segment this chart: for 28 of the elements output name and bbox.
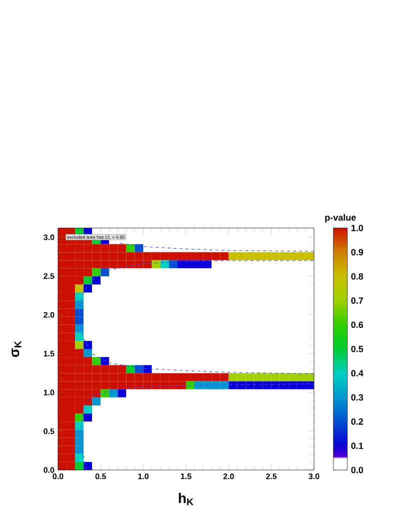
x-tick-label: 2.5 bbox=[266, 474, 277, 480]
color-bar-label: 0.0 bbox=[351, 466, 364, 474]
y-tick-label: 1.5 bbox=[44, 350, 54, 356]
y-tick-label: 2.5 bbox=[44, 273, 54, 279]
x-tick-label: 1.0 bbox=[138, 474, 149, 480]
color-bar-title: p-value bbox=[325, 214, 356, 223]
color-bar-label: 0.5 bbox=[351, 346, 364, 352]
x-tick-label: 2.0 bbox=[223, 474, 234, 480]
color-bar-label: 0.4 bbox=[351, 370, 364, 376]
y-axis-title: σ$_{K}$ bbox=[12, 341, 22, 358]
x-tick-label: 0.0 bbox=[52, 474, 64, 480]
y-tick-label: 1.0 bbox=[44, 390, 54, 396]
color-bar-label: 0.7 bbox=[351, 297, 364, 304]
color-bar-label: 0.1 bbox=[351, 442, 364, 449]
y-tick-label: 0.0 bbox=[44, 467, 54, 473]
color-bar-label: 0.2 bbox=[351, 418, 364, 425]
x-tick-label: 0.5 bbox=[95, 474, 106, 480]
y-tick-label: 0.5 bbox=[44, 428, 54, 434]
y-tick-label: 3.0 bbox=[44, 234, 54, 240]
color-bar-label: 0.9 bbox=[351, 249, 364, 256]
y-tick-label: 2.0 bbox=[44, 312, 54, 318]
color-bar-label: 1.0 bbox=[351, 224, 364, 232]
x-tick-label: 3.0 bbox=[308, 474, 320, 480]
color-bar-label: 0.8 bbox=[351, 273, 364, 280]
color-bar-label: 0.3 bbox=[351, 394, 364, 401]
x-axis-title: h$_{K}$ bbox=[178, 492, 194, 506]
color-bar-label: 0.6 bbox=[351, 322, 364, 328]
x-tick-label: 1.5 bbox=[180, 474, 192, 480]
